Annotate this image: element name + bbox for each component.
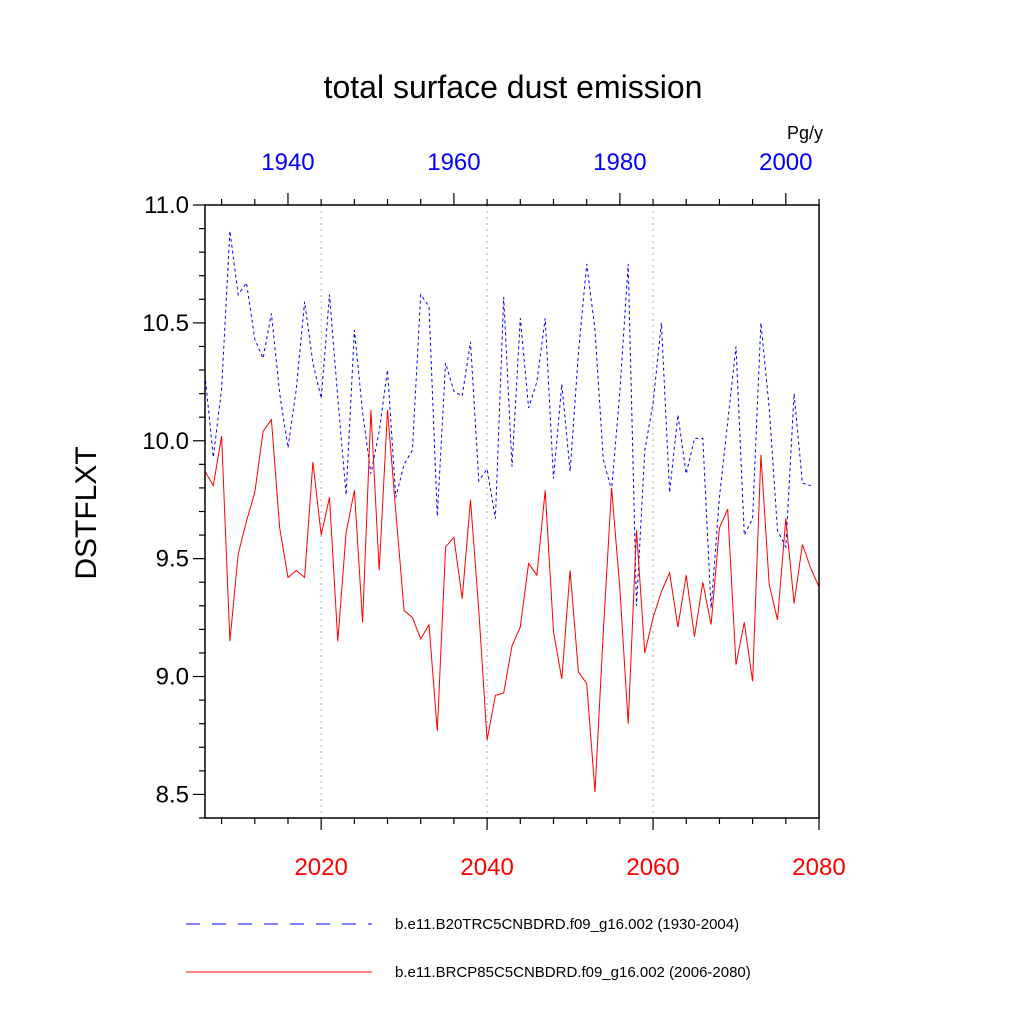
y-tick-label-0: 8.5 (156, 781, 189, 808)
y-tick-label-1: 9.0 (156, 664, 189, 691)
x-gridlines (320, 205, 654, 818)
y-tick-label-5: 11.0 (144, 192, 189, 219)
y-tick-label-4: 10.5 (142, 310, 189, 337)
series-line-0 (204, 230, 811, 609)
legend-label-0: b.e11.B20TRC5CNBDRD.f09_g16.002 (1930-20… (395, 916, 739, 933)
x-bottom-tick-label-1: 2040 (460, 854, 513, 881)
chart-title: total surface dust emission (324, 69, 703, 105)
x-axis-bottom: 2020 2040 2060 2080 (220, 818, 846, 881)
x-axis-top: 1940 1960 1980 2000 (220, 149, 820, 205)
x-top-tick-label-1: 1960 (427, 149, 480, 176)
y-tick-label-3: 10.0 (142, 428, 189, 455)
y-tick-label-2: 9.5 (156, 546, 189, 573)
legend: b.e11.B20TRC5CNBDRD.f09_g16.002 (1930-20… (186, 916, 751, 981)
x-top-tick-label-0: 1940 (261, 149, 314, 176)
x-top-tick-label-2: 1980 (593, 149, 646, 176)
x-bottom-tick-label-0: 2020 (294, 854, 347, 881)
legend-label-1: b.e11.BRCP85C5CNBDRD.f09_g16.002 (2006-2… (395, 964, 751, 981)
x-bottom-tick-label-3: 2080 (792, 854, 845, 881)
units-label: Pg/y (787, 123, 823, 143)
y-axis-label: DSTFLXT (70, 446, 103, 579)
x-bottom-tick-label-2: 2060 (626, 854, 679, 881)
x-top-tick-label-3: 2000 (759, 149, 812, 176)
series-layer (204, 230, 820, 793)
y-axis: 8.5 9.0 9.5 10.0 10.5 11.0 (142, 192, 205, 819)
series-line-1 (204, 410, 820, 793)
